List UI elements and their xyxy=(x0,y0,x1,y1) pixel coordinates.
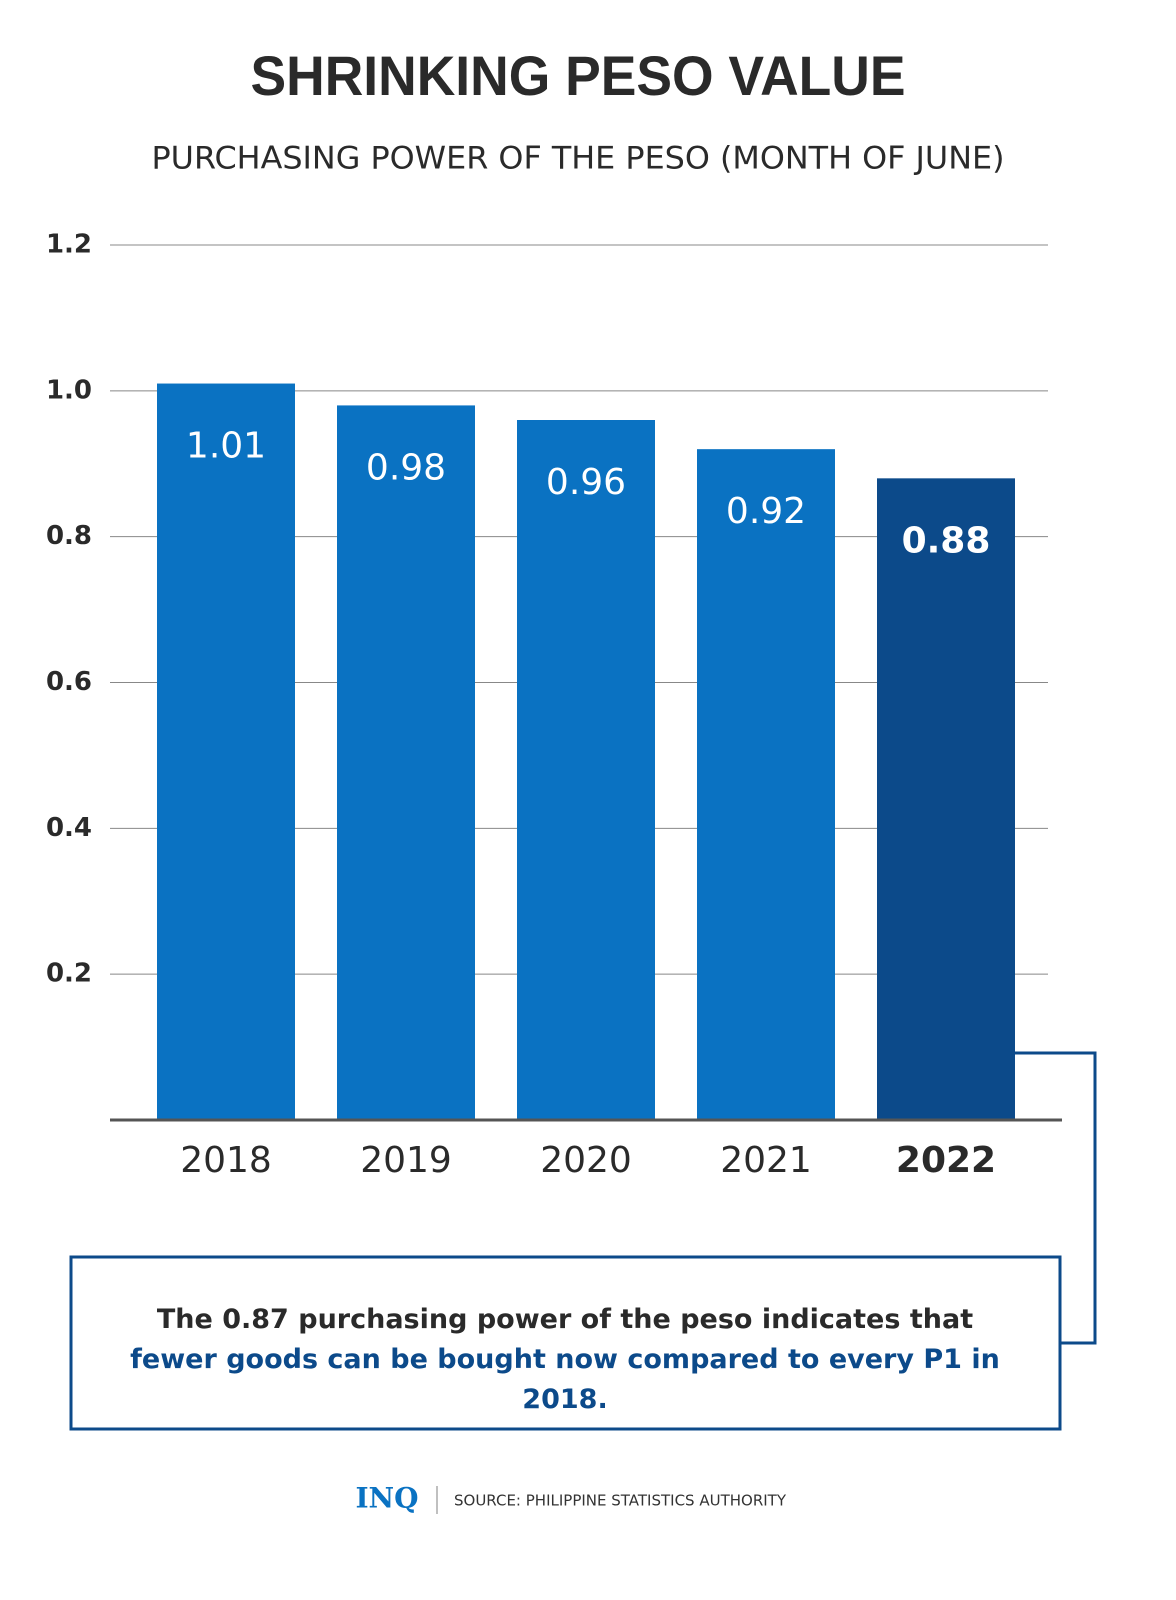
chart-subtitle: PURCHASING POWER OF THE PESO (MONTH OF J… xyxy=(152,141,1005,177)
value-label: 1.01 xyxy=(186,426,266,467)
y-tick-label: 0.8 xyxy=(46,521,92,551)
bar xyxy=(157,383,295,1121)
annotation-highlight: fewer goods can be bought now compared t… xyxy=(130,1344,1000,1415)
x-tick-label: 2020 xyxy=(540,1140,632,1181)
value-label: 0.92 xyxy=(726,491,806,532)
y-tick-label: 0.2 xyxy=(46,959,92,989)
bar xyxy=(337,405,475,1121)
chart-title: SHRINKING PESO VALUE xyxy=(251,44,906,107)
value-label: 0.96 xyxy=(546,462,626,503)
bar xyxy=(697,449,835,1121)
annotation-text: The 0.87 purchasing power of the peso in… xyxy=(156,1304,974,1335)
value-label: 0.88 xyxy=(902,520,991,561)
y-tick-label: 0.4 xyxy=(46,813,92,843)
connector xyxy=(1015,1051,1097,1345)
bar xyxy=(877,478,1015,1120)
bar xyxy=(517,420,655,1120)
x-tick-label: 2022 xyxy=(896,1140,996,1181)
value-label: 0.98 xyxy=(366,447,446,488)
x-tick-label: 2018 xyxy=(180,1140,272,1181)
x-tick-label: 2021 xyxy=(720,1140,812,1181)
y-tick-label: 1.2 xyxy=(46,230,92,260)
source: SOURCE: PHILIPPINE STATISTICS AUTHORITY xyxy=(454,1492,787,1510)
annotation: The 0.87 purchasing power of the peso in… xyxy=(110,1300,1020,1420)
x-tick-label: 2019 xyxy=(360,1140,452,1181)
y-tick-label: 1.0 xyxy=(46,375,92,405)
y-tick-label: 0.6 xyxy=(46,667,92,697)
logo: INQ xyxy=(355,1482,418,1515)
